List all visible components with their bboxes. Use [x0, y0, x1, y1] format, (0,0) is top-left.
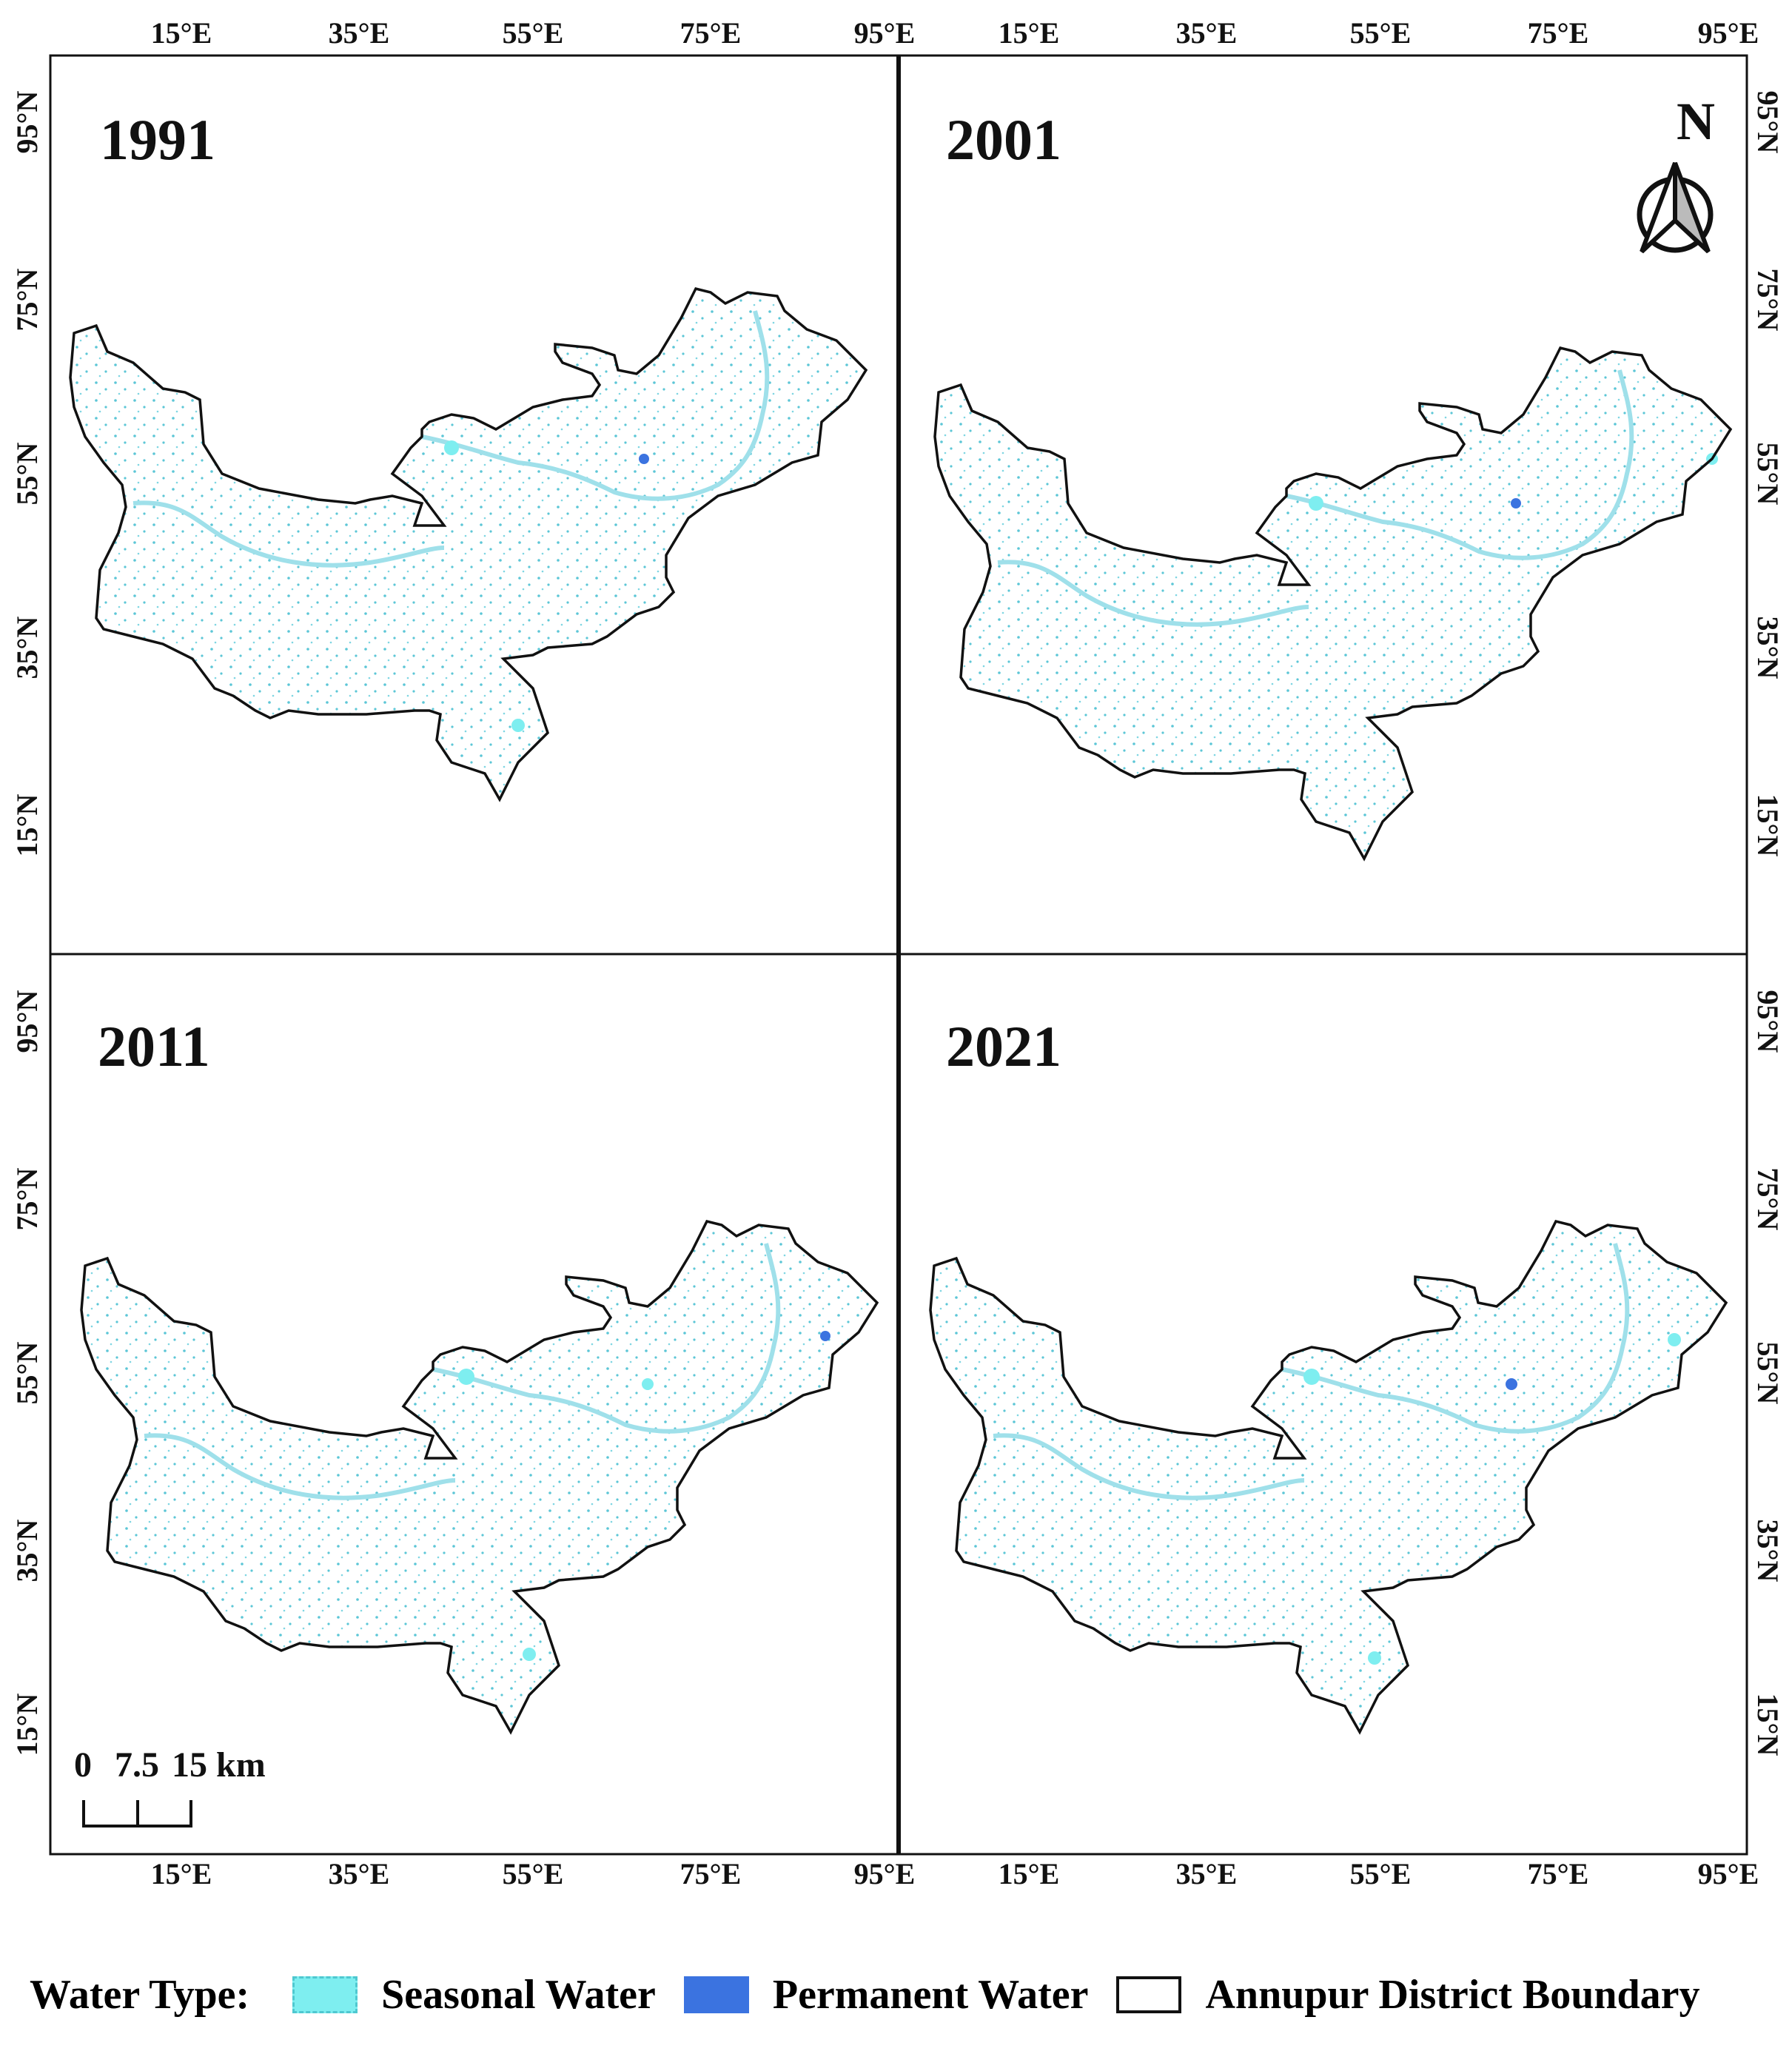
y-tick-label: 15°N — [10, 1693, 44, 1756]
y-tick-label: 75°N — [10, 1167, 44, 1230]
district-boundary-1991 — [69, 287, 868, 801]
y-tick-label: 35°N — [1751, 1520, 1785, 1583]
scale-label-15km: 15 km — [172, 1745, 266, 1785]
seasonal-water-swatch — [292, 1976, 358, 2013]
district-boundary-2001 — [933, 346, 1732, 860]
x-tick-label: 75°E — [1528, 1857, 1589, 1890]
y-tick-label: 15°N — [1751, 794, 1785, 857]
x-tick-label: 95°E — [854, 1857, 916, 1890]
x-tick-label: 15°E — [999, 16, 1060, 50]
x-tick-label: 55°E — [1350, 16, 1412, 50]
y-tick-label: 95°N — [10, 990, 44, 1053]
y-tick-label: 55°N — [1751, 1342, 1785, 1405]
y-tick-label: 15°N — [10, 793, 44, 856]
map-panel-2001: 2001 N — [897, 54, 1748, 956]
axis-ticks: 15°E 15°E 15°E 15°E 35°E 35°E 35°E 35°E 55°E 55°E… — [10, 16, 1785, 1890]
scale-label-0: 0 — [74, 1745, 92, 1785]
x-tick-label: 55°E — [1350, 1857, 1412, 1890]
y-tick-label: 55°N — [1751, 443, 1785, 506]
legend-label-district-boundary: Annupur District Boundary — [1205, 1972, 1700, 2018]
map-panel-2011: 2011 0 7.5 15 km — [49, 953, 900, 1856]
x-tick-label: 55°E — [503, 1857, 564, 1890]
panel-year-2021: 2021 — [946, 1014, 1061, 1078]
y-tick-label: 95°N — [10, 90, 44, 153]
north-arrow-label: N — [1677, 92, 1715, 151]
map-panel-2021: 2021 — [897, 953, 1748, 1856]
scale-label-7-5: 7.5 — [115, 1745, 159, 1785]
legend-label-seasonal-water: Seasonal Water — [381, 1972, 656, 2018]
map-figure: 1991 2001 N — [10, 16, 1785, 1890]
permanent-water-swatch — [683, 1976, 749, 2013]
y-tick-label: 75°N — [1751, 1168, 1785, 1231]
y-tick-label: 55°N — [10, 442, 44, 505]
map-panel-1991: 1991 — [49, 54, 900, 956]
x-tick-label: 35°E — [329, 16, 390, 50]
y-tick-label: 35°N — [10, 616, 44, 679]
district-boundary-2021 — [929, 1220, 1728, 1734]
legend-title: Water Type: — [30, 1972, 250, 2018]
north-arrow-icon: N — [1637, 92, 1715, 254]
legend-label-permanent-water: Permanent Water — [772, 1972, 1089, 2018]
y-tick-label: 15°N — [1751, 1694, 1785, 1756]
y-tick-label: 95°N — [1751, 91, 1785, 154]
legend-item-seasonal-water: Seasonal Water — [292, 1971, 656, 2018]
x-tick-label: 35°E — [329, 1857, 390, 1890]
x-tick-label: 95°E — [1698, 16, 1759, 50]
district-boundary-2011 — [80, 1220, 879, 1734]
panel-year-1991: 1991 — [100, 107, 215, 172]
x-tick-label: 55°E — [503, 16, 564, 50]
y-tick-label: 35°N — [1751, 617, 1785, 679]
y-tick-label: 35°N — [10, 1519, 44, 1582]
x-tick-label: 95°E — [1698, 1857, 1759, 1890]
x-tick-label: 15°E — [999, 1857, 1060, 1890]
panel-year-2001: 2001 — [946, 107, 1061, 172]
x-tick-label: 35°E — [1176, 1857, 1238, 1890]
y-tick-label: 55°N — [10, 1341, 44, 1404]
panel-year-2011: 2011 — [98, 1014, 210, 1078]
legend-item-permanent-water: Permanent Water — [683, 1971, 1089, 2018]
x-tick-label: 15°E — [151, 1857, 212, 1890]
x-tick-label: 75°E — [680, 1857, 742, 1890]
x-tick-label: 75°E — [1528, 16, 1589, 50]
legend-item-district-boundary: Annupur District Boundary — [1116, 1971, 1700, 2018]
scale-bar: 0 7.5 15 km — [74, 1745, 266, 1828]
y-tick-label: 75°N — [10, 268, 44, 331]
x-tick-label: 15°E — [151, 16, 212, 50]
district-boundary-swatch — [1116, 1976, 1182, 2013]
x-tick-label: 95°E — [854, 16, 916, 50]
legend: Water Type: Seasonal Water Permanent Wat… — [30, 1954, 1776, 2035]
y-tick-label: 75°N — [1751, 269, 1785, 332]
y-tick-label: 95°N — [1751, 990, 1785, 1053]
x-tick-label: 75°E — [680, 16, 742, 50]
map-panels: 1991 2001 N — [49, 54, 1748, 1856]
x-tick-label: 35°E — [1176, 16, 1238, 50]
